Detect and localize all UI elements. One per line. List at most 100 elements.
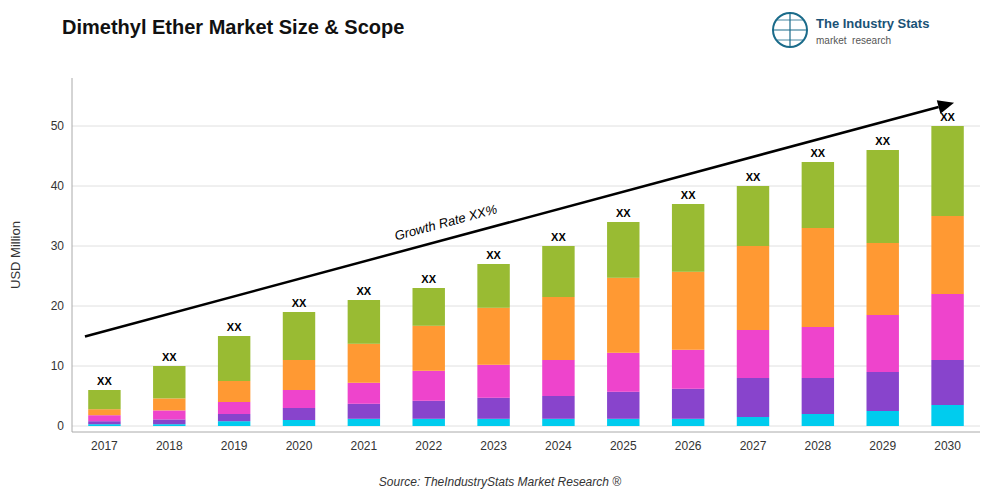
bar-label: XX <box>940 111 955 123</box>
bar-label: XX <box>681 189 696 201</box>
bar-segment <box>737 378 769 417</box>
x-tick-label: 2018 <box>156 439 183 453</box>
bar-segment <box>802 327 834 378</box>
growth-arrow <box>85 100 954 336</box>
arrow-head <box>937 100 954 114</box>
x-axis-line <box>72 432 980 433</box>
bar-segment <box>218 336 250 381</box>
x-tick-label: 2021 <box>351 439 378 453</box>
bar-segment <box>737 417 769 426</box>
bar-segment <box>413 371 445 401</box>
y-tick-label: 20 <box>51 299 65 313</box>
bar-segment <box>348 383 380 404</box>
x-tick-label: 2025 <box>610 439 637 453</box>
bar-segment <box>672 204 704 272</box>
bar-segment <box>88 421 120 424</box>
bar-segment <box>542 419 574 426</box>
bar-label: XX <box>811 147 826 159</box>
bar-segment <box>283 408 315 420</box>
bar-segment <box>542 246 574 297</box>
x-tick-label: 2027 <box>740 439 767 453</box>
bar-segment <box>153 398 185 410</box>
bar-segment <box>477 419 509 426</box>
grid <box>72 126 980 426</box>
x-tick-label: 2019 <box>221 439 248 453</box>
bar-label: XX <box>162 351 177 363</box>
x-tick-label: 2022 <box>415 439 442 453</box>
grid-line <box>72 366 980 367</box>
grid-line <box>72 186 980 187</box>
bar-label: XX <box>227 321 242 333</box>
bar-label: XX <box>97 375 112 387</box>
bar-segment <box>153 424 185 426</box>
bar-label: XX <box>486 249 501 261</box>
y-tick-label: 40 <box>51 179 65 193</box>
background <box>0 0 1000 500</box>
grid-line <box>72 246 980 247</box>
grid-line <box>72 306 980 307</box>
bar-segment <box>218 414 250 421</box>
bar-segment <box>607 392 639 419</box>
bar-segment <box>931 405 963 426</box>
bar-segment <box>867 372 899 411</box>
logo-icon <box>777 40 803 41</box>
bar-segment <box>607 222 639 278</box>
bar-segment <box>737 186 769 246</box>
source-note: Source: TheIndustryStats Market Research… <box>379 475 621 489</box>
bar-segment <box>413 288 445 326</box>
y-tick-label: 50 <box>51 119 65 133</box>
y-tick-label: 30 <box>51 239 65 253</box>
logo-title: The Industry Stats <box>816 16 929 31</box>
logo-icon <box>773 29 807 30</box>
bar-segment <box>153 366 185 398</box>
x-tick-label: 2017 <box>91 439 118 453</box>
bar-segment <box>348 404 380 419</box>
bar-label: XX <box>616 207 631 219</box>
grid-line <box>72 126 980 127</box>
bar-segment <box>672 419 704 426</box>
bar-segment <box>348 344 380 383</box>
bar-segment <box>672 350 704 389</box>
bar-segment <box>607 419 639 426</box>
bar-segment <box>413 326 445 371</box>
bar-segment <box>607 278 639 353</box>
bar-label: XX <box>421 273 436 285</box>
bar-segment <box>867 243 899 315</box>
bar-label: XX <box>746 171 761 183</box>
title: Dimethyl Ether Market Size & Scope <box>62 16 404 38</box>
bar-segment <box>737 246 769 330</box>
chart: Dimethyl Ether Market Size & Scope The In… <box>0 0 1000 500</box>
y-axis-line <box>72 78 73 432</box>
logo-icon <box>773 13 807 47</box>
logo: The Industry Stats market research <box>773 13 929 47</box>
bar-label: XX <box>357 285 372 297</box>
bar-segment <box>88 390 120 409</box>
x-tick-label: 2029 <box>869 439 896 453</box>
bar-segment <box>283 360 315 390</box>
bars <box>88 126 964 426</box>
bar-segment <box>931 360 963 405</box>
bar-segment <box>477 264 509 308</box>
x-tick-label: 2023 <box>480 439 507 453</box>
bar-segment <box>931 216 963 294</box>
bar-segment <box>348 419 380 426</box>
grid-line <box>72 426 980 427</box>
bar-segment <box>737 330 769 378</box>
bar-segment <box>867 150 899 243</box>
bar-segment <box>607 353 639 392</box>
bar-segment <box>477 365 509 398</box>
bar-segment <box>348 300 380 344</box>
bar-segment <box>413 401 445 419</box>
bar-segment <box>802 414 834 426</box>
x-tick-label: 2030 <box>934 439 961 453</box>
logo-subtitle: market research <box>816 35 891 46</box>
bar-segment <box>88 415 120 421</box>
y-tick-label: 10 <box>51 359 65 373</box>
bar-segment <box>867 411 899 426</box>
bar-segment <box>931 294 963 360</box>
logo-icon <box>777 20 803 21</box>
bar-segment <box>672 389 704 419</box>
bar-segment <box>413 419 445 426</box>
bar-segment <box>218 421 250 426</box>
bar-segment <box>542 360 574 396</box>
